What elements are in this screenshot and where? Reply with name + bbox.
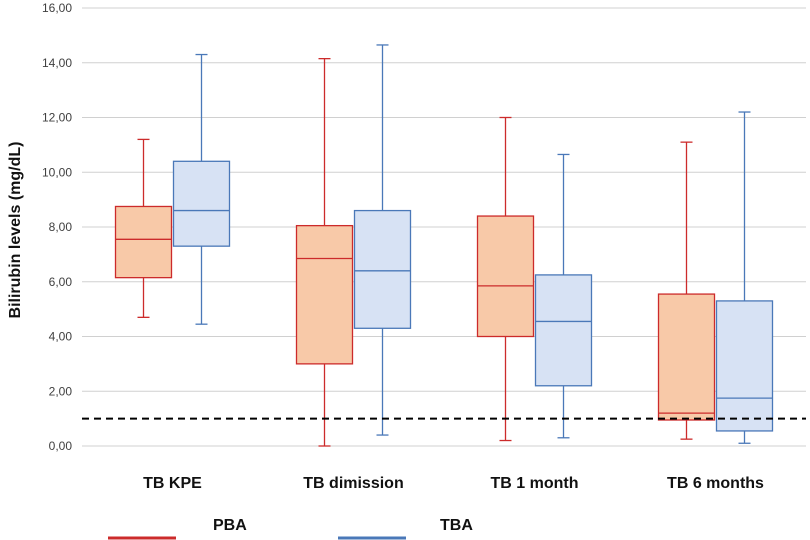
box-pba-2 [476,116,535,442]
box-pba-0 [114,138,173,318]
y-tick-label: 4,00 [49,330,73,344]
legend-pba-label: PBA [213,517,247,534]
box-tba-1 [353,44,412,436]
y-tick-label: 10,00 [42,165,72,179]
box-tba-2 [534,153,593,439]
iqr-box [114,205,173,279]
y-tick-label: 0,00 [49,439,73,453]
iqr-box [172,160,231,247]
x-axis-categories: TB KPE TB dimission TB 1 month TB 6 months [143,475,764,492]
iqr-box [657,293,716,421]
iqr-box [534,274,593,387]
category-label: TB 6 months [667,475,764,492]
box-tba-3 [715,111,774,444]
iqr-box [295,224,354,365]
box-pba-3 [657,141,716,440]
box-plots [114,44,774,447]
iqr-box [476,215,535,338]
iqr-box [715,300,774,432]
iqr-box [353,209,412,329]
y-tick-label: 12,00 [42,111,72,125]
legend: PBA TBA [108,517,473,540]
legend-tba-label: TBA [440,517,473,534]
y-axis-label: Bilirubin levels (mg/dL) [7,142,24,319]
y-tick-label: 2,00 [49,384,73,398]
y-axis-ticks: 0,00 2,00 4,00 6,00 8,00 10,00 12,00 14,00 16,00 [42,1,72,453]
y-tick-label: 6,00 [49,275,73,289]
y-tick-label: 8,00 [49,220,73,234]
category-label: TB dimission [303,475,403,492]
box-pba-1 [295,57,354,447]
y-tick-label: 14,00 [42,56,72,70]
y-tick-label: 16,00 [42,1,72,15]
category-label: TB 1 month [491,475,579,492]
category-label: TB KPE [143,475,202,492]
box-tba-0 [172,53,231,325]
